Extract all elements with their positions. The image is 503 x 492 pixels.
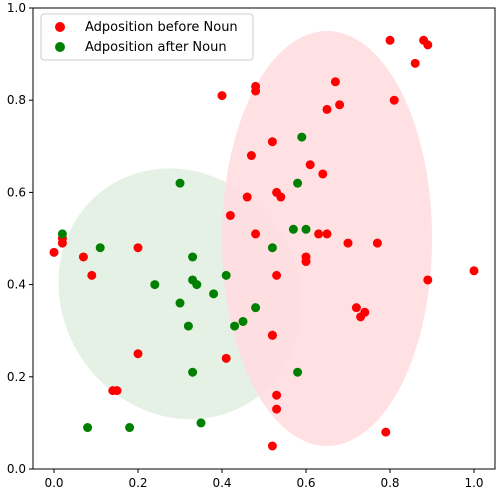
point-1-13 xyxy=(209,289,219,299)
point-0-31 xyxy=(322,229,332,239)
point-1-4 xyxy=(150,280,160,290)
plot-frame xyxy=(32,7,496,470)
point-0-6 xyxy=(112,386,122,396)
point-0-30 xyxy=(318,169,328,179)
x-tick-label-0: 0.0 xyxy=(44,476,63,490)
point-0-16 xyxy=(251,229,261,239)
legend-marker-after-noun xyxy=(55,42,65,52)
point-1-1 xyxy=(83,423,93,433)
point-1-8 xyxy=(188,367,198,377)
y-tick-label-2: 0.4 xyxy=(7,278,26,292)
point-1-21 xyxy=(293,178,303,188)
point-0-42 xyxy=(389,95,399,105)
legend-label-after-noun: Adposition after Noun xyxy=(85,40,227,55)
point-0-33 xyxy=(330,77,340,87)
point-0-7 xyxy=(133,243,143,253)
point-0-41 xyxy=(385,35,395,45)
point-0-32 xyxy=(322,104,332,114)
point-1-5 xyxy=(175,298,185,308)
point-1-11 xyxy=(192,280,202,290)
point-0-17 xyxy=(267,137,277,147)
data-points xyxy=(49,35,479,451)
point-1-18 xyxy=(267,243,277,253)
point-0-12 xyxy=(242,192,252,202)
x-tick-label-4: 0.8 xyxy=(380,476,399,490)
point-0-15 xyxy=(251,86,261,96)
point-0-40 xyxy=(381,427,391,437)
point-1-7 xyxy=(183,321,193,331)
point-0-24 xyxy=(272,270,282,280)
point-1-22 xyxy=(297,132,307,142)
point-0-20 xyxy=(267,441,277,451)
legend-label-before-noun: Adposition before Noun xyxy=(85,20,238,35)
point-1-6 xyxy=(175,178,185,188)
point-1-19 xyxy=(288,224,298,234)
legend-box xyxy=(40,13,254,61)
y-tick-label-3: 0.6 xyxy=(7,185,26,199)
confidence-ellipses xyxy=(58,31,432,446)
point-0-39 xyxy=(372,238,382,248)
point-0-19 xyxy=(267,330,277,340)
point-0-47 xyxy=(469,266,479,276)
point-0-38 xyxy=(360,307,370,317)
point-0-34 xyxy=(335,100,345,110)
legend-marker-before-noun xyxy=(55,22,65,32)
point-0-27 xyxy=(301,252,311,262)
point-0-22 xyxy=(272,404,282,414)
point-1-2 xyxy=(95,243,105,253)
series-0 xyxy=(49,35,479,451)
y-tick-label-4: 0.8 xyxy=(7,93,26,107)
point-0-4 xyxy=(87,270,97,280)
point-0-25 xyxy=(276,192,286,202)
legend: Adposition before Noun Adposition after … xyxy=(40,13,254,61)
point-0-10 xyxy=(221,353,231,363)
point-1-14 xyxy=(221,270,231,280)
point-1-23 xyxy=(301,224,311,234)
point-0-8 xyxy=(133,349,143,359)
point-0-11 xyxy=(225,210,235,220)
point-1-9 xyxy=(188,252,198,262)
point-0-13 xyxy=(246,151,256,161)
point-0-29 xyxy=(314,229,324,239)
x-tick-label-5: 1.0 xyxy=(464,476,483,490)
point-0-28 xyxy=(305,160,315,170)
x-tick-label-2: 0.4 xyxy=(212,476,231,490)
point-1-0 xyxy=(57,229,67,239)
y-tick-label-5: 1.0 xyxy=(7,1,26,15)
point-0-35 xyxy=(343,238,353,248)
x-tick-label-3: 0.6 xyxy=(296,476,315,490)
point-1-15 xyxy=(230,321,240,331)
point-1-3 xyxy=(125,423,135,433)
point-0-9 xyxy=(217,91,227,101)
y-tick-label-0: 0.0 xyxy=(7,462,26,476)
point-0-46 xyxy=(423,275,433,285)
point-0-43 xyxy=(410,58,420,68)
ellipse-1 xyxy=(222,31,432,446)
point-1-20 xyxy=(293,367,303,377)
point-1-12 xyxy=(196,418,206,428)
point-0-3 xyxy=(78,252,88,262)
axis-ticks: 0.0 0.2 0.4 0.6 0.8 1.0 0.0 0.2 0.4 0.6 0.8 1.0 xyxy=(7,1,484,490)
point-0-21 xyxy=(272,390,282,400)
point-0-45 xyxy=(423,40,433,50)
y-tick-label-1: 0.2 xyxy=(7,370,26,384)
point-1-16 xyxy=(238,316,248,326)
point-0-36 xyxy=(351,303,361,313)
series-1 xyxy=(57,132,311,433)
point-0-0 xyxy=(49,247,59,257)
x-tick-label-1: 0.2 xyxy=(128,476,147,490)
point-1-17 xyxy=(251,303,261,313)
